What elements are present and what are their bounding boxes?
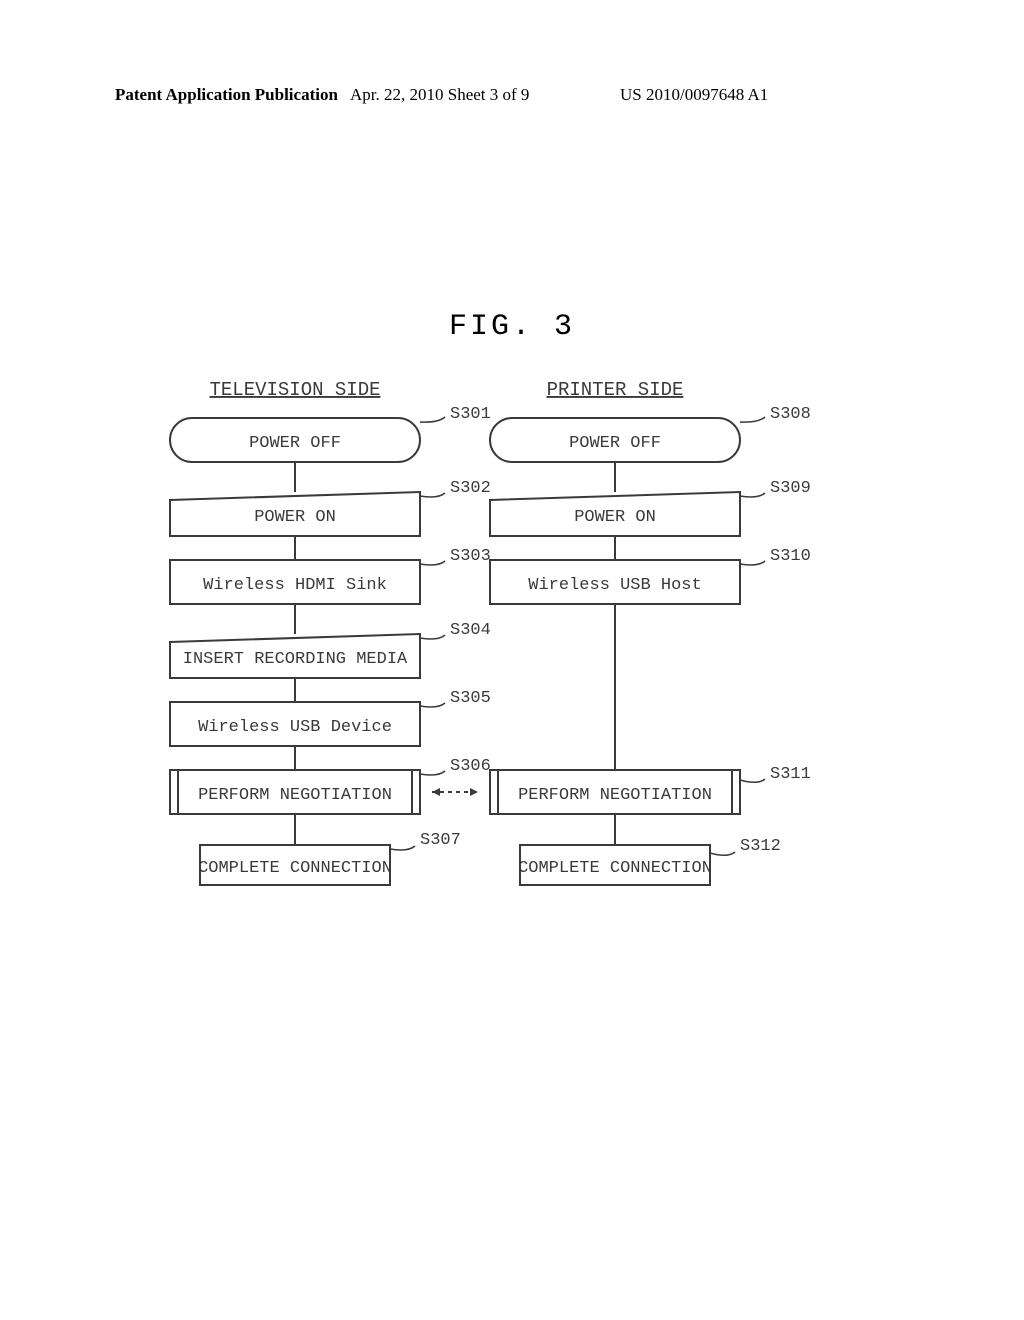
label-s312: S312 [740,837,781,856]
text-s304: INSERT RECORDING MEDIA [183,650,408,669]
label-s311: S311 [770,765,811,784]
text-s301: POWER OFF [249,434,341,453]
text-s308: POWER OFF [569,434,661,453]
flowchart-diagram: TELEVISION SIDE PRINTER SIDE POWER OFF S… [0,300,1024,1025]
label-s304: S304 [450,621,491,640]
header-date-sheet: Apr. 22, 2010 Sheet 3 of 9 [350,85,529,105]
text-s311: PERFORM NEGOTIATION [518,786,712,805]
text-s307: COMPLETE CONNECTION [198,859,392,878]
col-title-printer: PRINTER SIDE [547,379,684,401]
text-s302: POWER ON [254,508,336,527]
label-s306: S306 [450,757,491,776]
label-s309: S309 [770,479,811,498]
label-s302: S302 [450,479,491,498]
label-s305: S305 [450,689,491,708]
text-s303: Wireless HDMI Sink [203,576,387,595]
text-s305: Wireless USB Device [198,718,392,737]
label-s307: S307 [420,831,461,850]
text-s309: POWER ON [574,508,656,527]
label-s301: S301 [450,405,491,424]
text-s306: PERFORM NEGOTIATION [198,786,392,805]
col-title-tv: TELEVISION SIDE [209,379,380,401]
header-patent-number: US 2010/0097648 A1 [620,85,768,105]
label-s303: S303 [450,547,491,566]
label-s310: S310 [770,547,811,566]
header-publication: Patent Application Publication [115,85,338,105]
text-s310: Wireless USB Host [528,576,701,595]
label-s308: S308 [770,405,811,424]
text-s312: COMPLETE CONNECTION [518,859,712,878]
